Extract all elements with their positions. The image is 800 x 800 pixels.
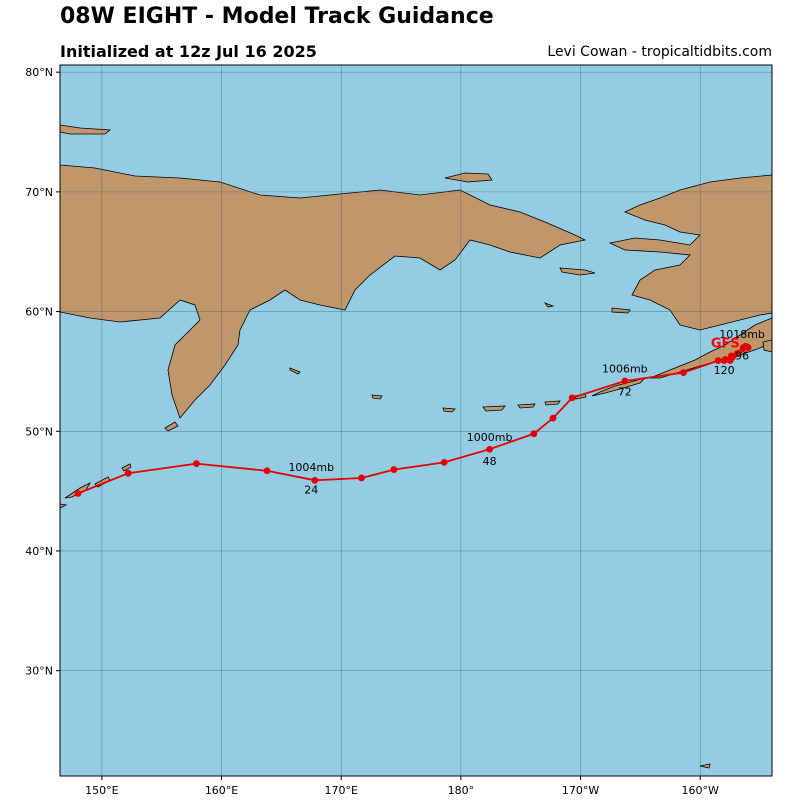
land-aleutian-3 xyxy=(517,403,536,409)
track-point xyxy=(549,414,557,422)
track-point xyxy=(726,357,734,365)
track-annotation: 1018mb xyxy=(719,328,765,341)
track-point xyxy=(390,466,398,473)
land-kuril-1 xyxy=(164,421,179,432)
land-commander xyxy=(289,367,301,375)
track-point xyxy=(680,369,687,377)
graticule xyxy=(60,65,772,776)
lat-tick-label: 50°N xyxy=(25,425,53,438)
land-kodiak xyxy=(762,339,772,353)
track-point xyxy=(486,445,493,453)
lon-tick-label: 170°E xyxy=(324,784,357,797)
track-annotation: 24 xyxy=(304,484,318,497)
map-title: 08W EIGHT - Model Track Guidance xyxy=(60,4,494,29)
track-point xyxy=(530,430,538,438)
landmasses xyxy=(60,124,772,769)
model-label-gfs: GFS xyxy=(711,336,740,351)
track-annotation: 1004mb xyxy=(288,461,334,474)
lon-tick-label: 160°W xyxy=(682,784,719,797)
track-point xyxy=(568,394,576,402)
track-point xyxy=(720,357,728,365)
lat-tick-label: 30°N xyxy=(25,665,53,678)
land-arctic-island xyxy=(60,124,112,135)
track-annotation: 48 xyxy=(483,455,497,468)
track-point xyxy=(74,490,82,497)
track-annotation: 1000mb xyxy=(467,431,513,444)
land-st-matthew xyxy=(543,302,555,308)
ocean-background xyxy=(60,65,772,776)
track-point xyxy=(263,467,271,475)
lat-tick-label: 80°N xyxy=(25,66,53,79)
axis-ticks: 150°E 160°E 170°E 180° 170°W 160°W 30°N 40°N 50°… xyxy=(25,66,719,797)
init-time: Initialized at 12z Jul 16 2025 xyxy=(60,42,317,61)
track-point xyxy=(311,476,319,484)
track-annotation: 72 xyxy=(618,385,632,398)
lon-tick-label: 150°E xyxy=(85,784,118,797)
lon-tick-label: 180° xyxy=(448,784,475,797)
track-point xyxy=(739,344,747,351)
lat-tick-label: 60°N xyxy=(25,306,53,319)
track-annotation: 120 xyxy=(714,364,735,377)
track-point xyxy=(358,474,365,482)
track-point xyxy=(440,458,448,466)
lat-tick-label: 40°N xyxy=(25,545,53,558)
track-annotation: 1006mb xyxy=(602,363,648,376)
land-aleutian-6 xyxy=(371,394,383,400)
track-point xyxy=(621,377,629,385)
track-point xyxy=(124,469,132,477)
track-point xyxy=(744,344,752,351)
land-edge xyxy=(60,503,68,509)
land-aleutian-2 xyxy=(544,400,561,406)
lon-tick-label: 170°W xyxy=(562,784,599,797)
land-aleutian-5 xyxy=(442,407,456,413)
land-kuril-2 xyxy=(121,463,132,472)
map-frame xyxy=(59,64,773,777)
land-aleutian-4 xyxy=(482,405,506,412)
track-point xyxy=(714,357,722,365)
track-point xyxy=(193,460,200,467)
gfs-track xyxy=(74,342,752,497)
credit-text: Levi Cowan - tropicaltidbits.com xyxy=(547,44,772,60)
land-wrangel xyxy=(444,172,493,183)
lat-tick-label: 70°N xyxy=(25,186,53,199)
land-south-islet xyxy=(699,763,711,769)
lon-tick-label: 160°E xyxy=(205,784,238,797)
track-annotation: 96 xyxy=(735,349,749,362)
track-point xyxy=(733,350,741,357)
